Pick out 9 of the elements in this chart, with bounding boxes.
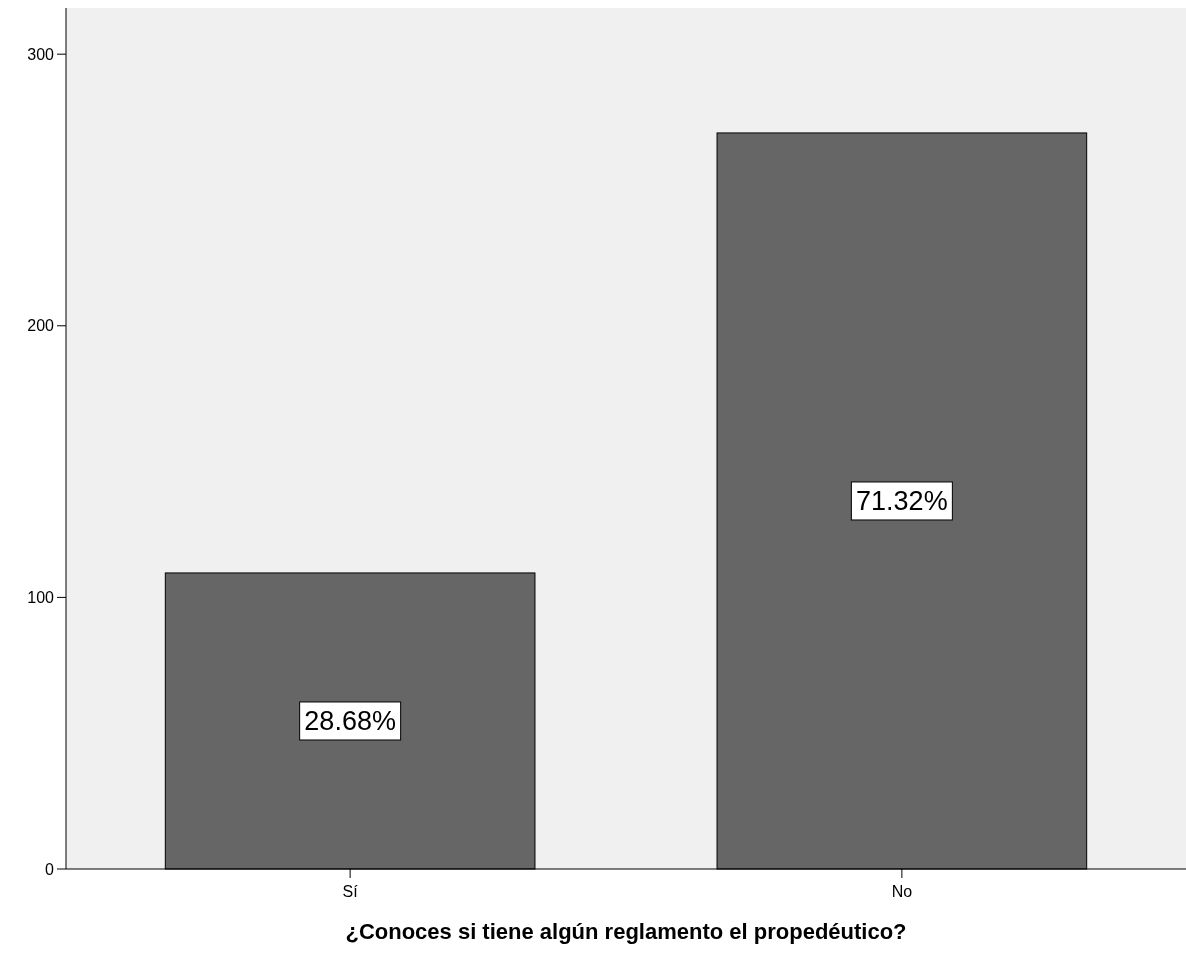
x-tick-label: Sí [342,883,359,900]
y-tick-label: 100 [27,588,55,606]
x-tick-label: No [891,883,913,900]
annotation: 28.68% [304,706,396,737]
y-tick-label: 0 [45,860,55,878]
annotation: 71.32% [856,486,948,517]
y-tick-label: 200 [27,317,55,335]
y-tick-label: 300 [27,45,55,63]
x-axis-title: ¿Conoces si tiene algún reglamento el propedéutico? [345,919,907,944]
